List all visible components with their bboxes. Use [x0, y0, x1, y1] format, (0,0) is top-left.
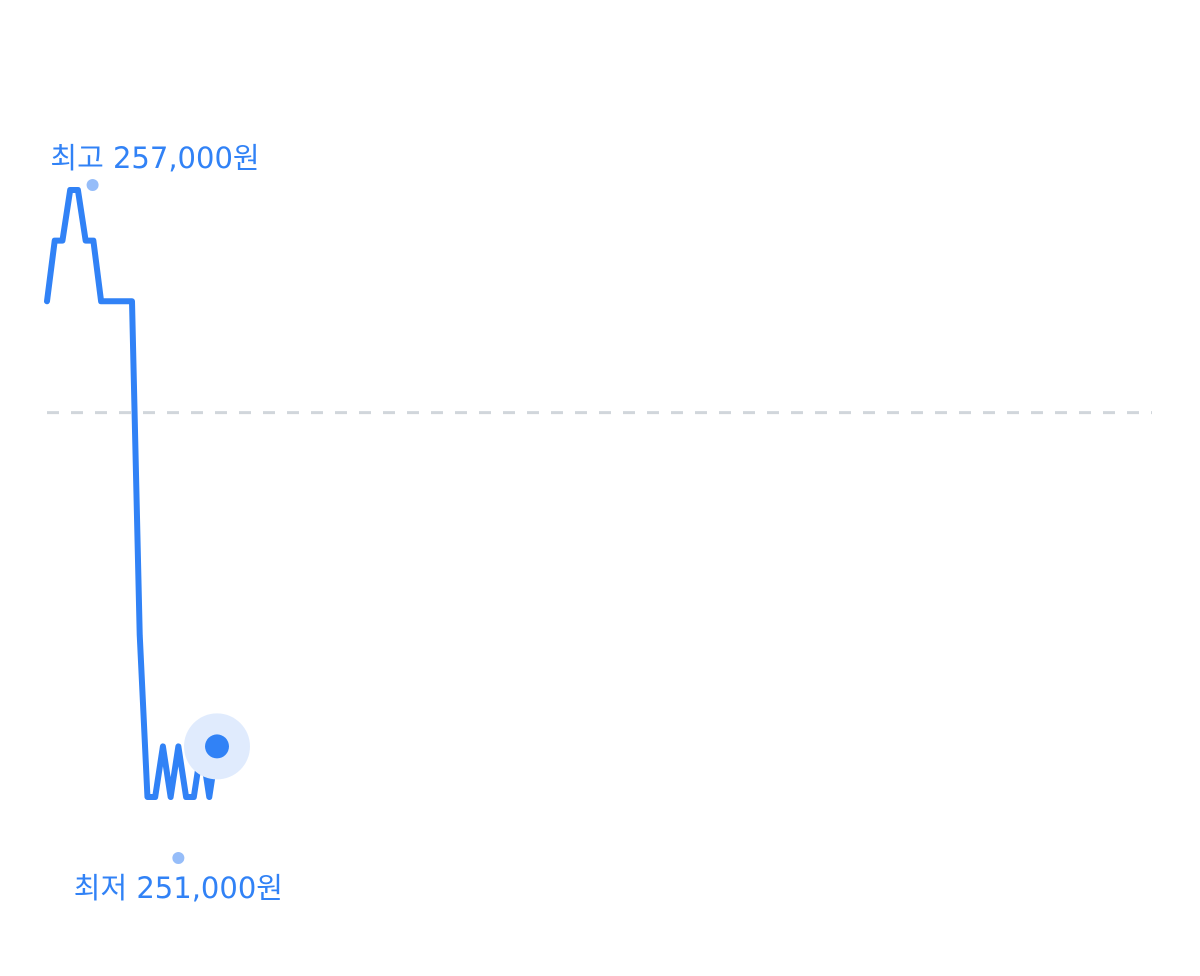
low-label: 최저 251,000원	[74, 871, 283, 905]
high-label: 최고 257,000원	[50, 141, 259, 175]
low-marker	[172, 852, 185, 864]
high-marker	[86, 179, 99, 191]
price-line	[44, 187, 220, 800]
current-point	[205, 734, 229, 759]
